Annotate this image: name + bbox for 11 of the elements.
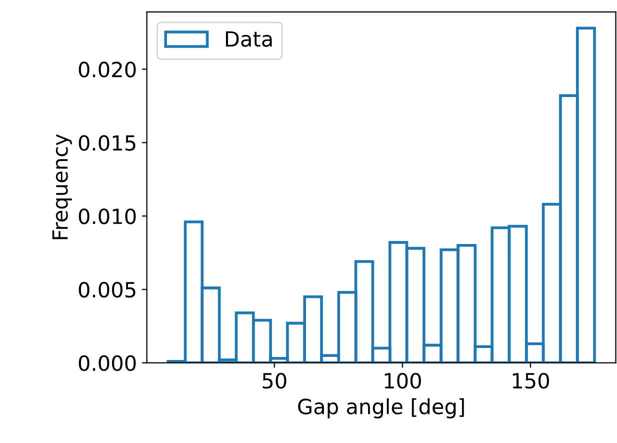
y-tick-label: 0.005 — [78, 282, 136, 298]
y-tick-label: 0.000 — [78, 355, 136, 372]
y-tick-label: 0.015 — [78, 135, 136, 151]
y-axis-title: Frequency — [52, 134, 72, 240]
x-axis-title: Gap angle [deg] — [298, 398, 464, 418]
x-tick-label: 100 — [384, 372, 421, 389]
y-tick-label: 0.020 — [78, 62, 136, 78]
legend-label: Data — [226, 31, 272, 47]
y-tick-label: 0.010 — [78, 208, 136, 224]
x-tick-label: 150 — [512, 372, 549, 389]
x-tick-label: 50 — [262, 372, 286, 389]
